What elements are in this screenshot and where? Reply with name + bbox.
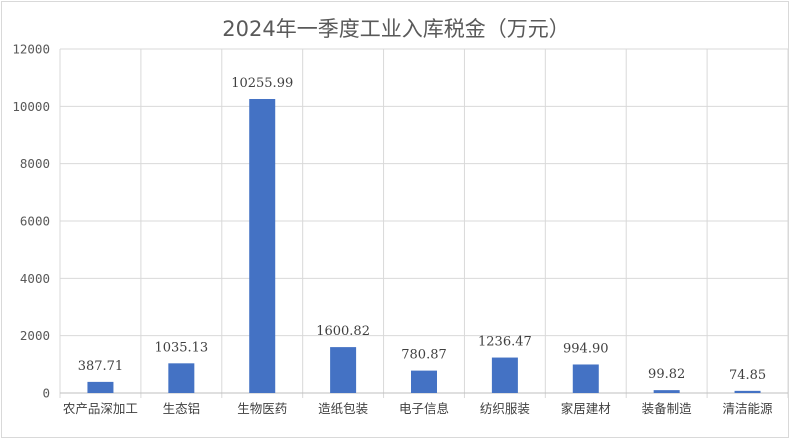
bar	[249, 98, 276, 393]
y-tick-label: 12000	[12, 42, 50, 57]
y-tick-label: 2000	[20, 328, 50, 343]
y-tick-label: 6000	[20, 214, 50, 229]
gridlines	[59, 48, 789, 398]
x-tick-label: 纺织服装	[480, 401, 530, 416]
x-tick-label: 生态铝	[163, 401, 201, 416]
chart-title: 2024年一季度工业入库税金（万元）	[222, 17, 569, 41]
y-tick-label: 4000	[20, 271, 50, 286]
bar	[491, 357, 518, 393]
data-label: 780.87	[401, 348, 447, 363]
data-label: 1236.47	[478, 335, 532, 350]
data-label: 1600.82	[316, 324, 370, 339]
x-axis-ticks: 农产品深加工 生态铝 生物医药 造纸包装 电子信息 纺织服装 家居建材 装备制造 清洁能源	[63, 401, 773, 416]
x-tick-label: 家居建材	[561, 401, 611, 416]
y-tick-label: 8000	[20, 156, 50, 171]
x-tick-label: 清洁能源	[723, 401, 774, 416]
x-tick-label: 生物医药	[237, 401, 287, 416]
data-labels: 387.71 1035.13 10255.99 1600.82 780.87 1236.4…	[78, 76, 766, 383]
data-label: 10255.99	[231, 76, 293, 91]
x-tick-label: 农产品深加工	[63, 401, 138, 416]
data-label: 387.71	[78, 359, 124, 374]
bar	[734, 390, 761, 393]
bar	[330, 347, 357, 393]
bar	[653, 390, 680, 393]
data-label: 74.85	[729, 368, 766, 383]
bar	[87, 381, 114, 393]
bar	[411, 370, 437, 393]
data-label: 99.82	[648, 367, 685, 382]
bars	[87, 98, 761, 393]
x-tick-label: 造纸包装	[318, 401, 368, 416]
x-tick-label: 电子信息	[399, 401, 449, 416]
x-tick-label: 装备制造	[642, 401, 693, 416]
y-tick-label: 10000	[12, 99, 50, 114]
y-axis-ticks: 0 2000 4000 6000 8000 10000 12000	[12, 42, 50, 401]
bar	[572, 364, 599, 393]
data-label: 1035.13	[154, 340, 208, 355]
y-tick-label: 0	[42, 386, 50, 401]
data-label: 994.90	[563, 341, 609, 356]
bar	[168, 363, 195, 393]
